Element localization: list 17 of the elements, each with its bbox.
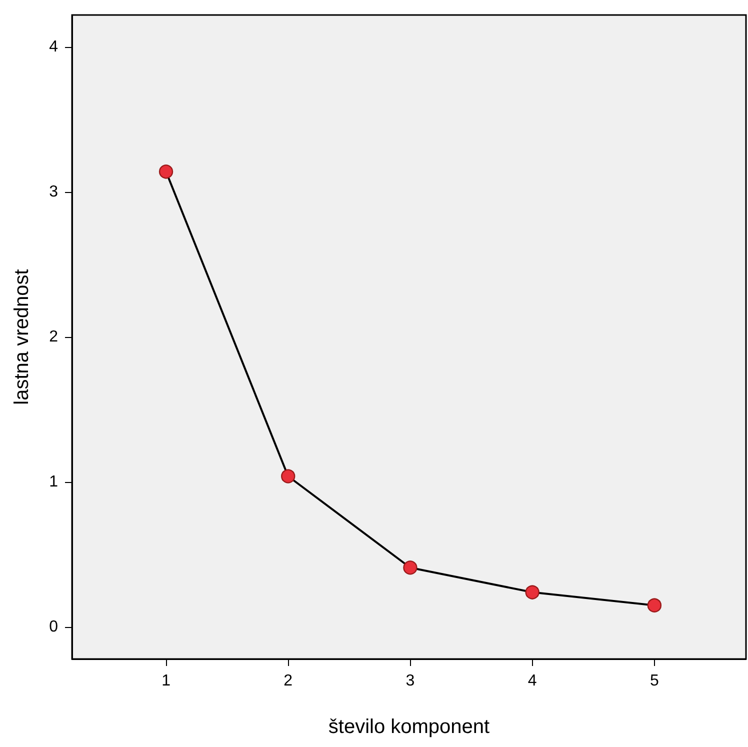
point <box>281 469 296 484</box>
point <box>403 560 418 575</box>
point <box>647 598 662 612</box>
y-tick-label: 1 <box>49 474 58 491</box>
x-tick-label: 4 <box>528 672 537 690</box>
x-tick-label: 5 <box>650 672 659 690</box>
y-axis-title: lastna vrednost <box>11 268 33 405</box>
y-tick-label: 2 <box>49 328 58 346</box>
y-tick-label: 0 <box>49 618 58 636</box>
y-tick-label: 4 <box>49 38 58 56</box>
point <box>158 164 174 179</box>
y-tick-label: 3 <box>49 183 58 200</box>
x-axis-title: število komponent <box>328 716 490 738</box>
x-tick-label: 1 <box>162 672 171 690</box>
x-tick-label: 3 <box>406 672 415 690</box>
point <box>525 585 540 600</box>
x-tick-label: 2 <box>284 672 293 690</box>
